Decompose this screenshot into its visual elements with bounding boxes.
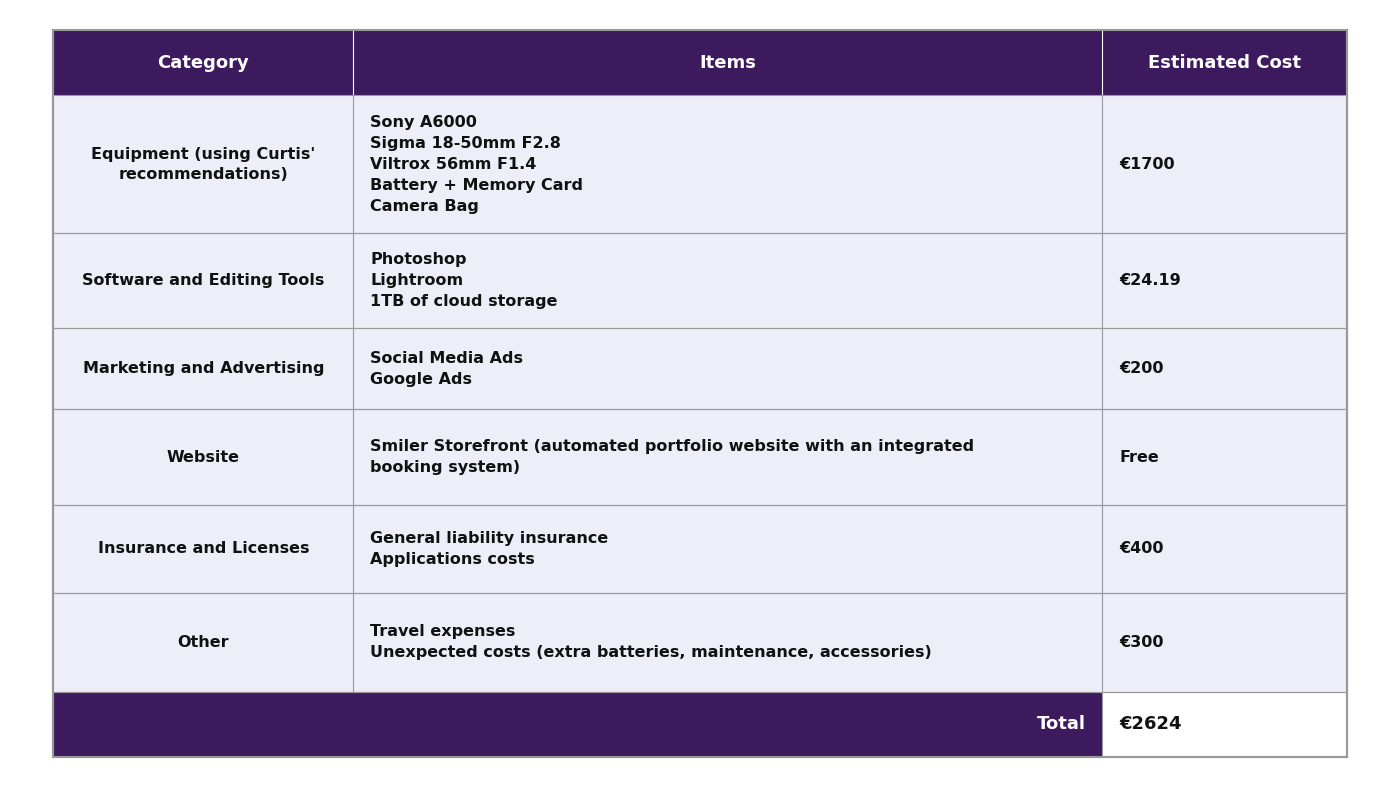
Text: General liability insurance
Applications costs: General liability insurance Applications…	[370, 530, 609, 567]
Text: Photoshop
Lightroom
1TB of cloud storage: Photoshop Lightroom 1TB of cloud storage	[370, 252, 557, 309]
Text: Other: Other	[178, 635, 230, 650]
Bar	[53, 409, 1347, 504]
Text: €1700: €1700	[1119, 157, 1175, 172]
Bar	[53, 328, 1347, 409]
Bar	[53, 504, 1347, 593]
Text: Website: Website	[167, 449, 239, 464]
Bar	[53, 593, 1347, 692]
Bar	[53, 233, 1347, 328]
Text: Equipment (using Curtis'
recommendations): Equipment (using Curtis' recommendations…	[91, 146, 315, 182]
Text: Travel expenses
Unexpected costs (extra batteries, maintenance, accessories): Travel expenses Unexpected costs (extra …	[370, 624, 932, 660]
Text: €24.19: €24.19	[1119, 273, 1180, 288]
Text: Software and Editing Tools: Software and Editing Tools	[83, 273, 325, 288]
Text: Total: Total	[1036, 715, 1085, 733]
Text: €200: €200	[1119, 361, 1163, 376]
Text: Free: Free	[1119, 449, 1159, 464]
Text: Marketing and Advertising: Marketing and Advertising	[83, 361, 323, 376]
Text: Category: Category	[157, 54, 249, 72]
Text: €2624: €2624	[1119, 715, 1182, 733]
Bar	[53, 692, 1102, 757]
Bar	[53, 30, 1347, 95]
Text: Estimated Cost: Estimated Cost	[1148, 54, 1301, 72]
Bar	[1102, 692, 1347, 757]
Text: Insurance and Licenses: Insurance and Licenses	[98, 541, 309, 556]
Text: Sony A6000
Sigma 18-50mm F2.8
Viltrox 56mm F1.4
Battery + Memory Card
Camera Bag: Sony A6000 Sigma 18-50mm F2.8 Viltrox 56…	[370, 115, 584, 213]
Text: Social Media Ads
Google Ads: Social Media Ads Google Ads	[370, 351, 524, 386]
Text: €400: €400	[1119, 541, 1163, 556]
Text: €300: €300	[1119, 635, 1163, 650]
Text: Smiler Storefront (automated portfolio website with an integrated
booking system: Smiler Storefront (automated portfolio w…	[370, 439, 974, 475]
Bar	[53, 95, 1347, 233]
Text: Items: Items	[700, 54, 756, 72]
